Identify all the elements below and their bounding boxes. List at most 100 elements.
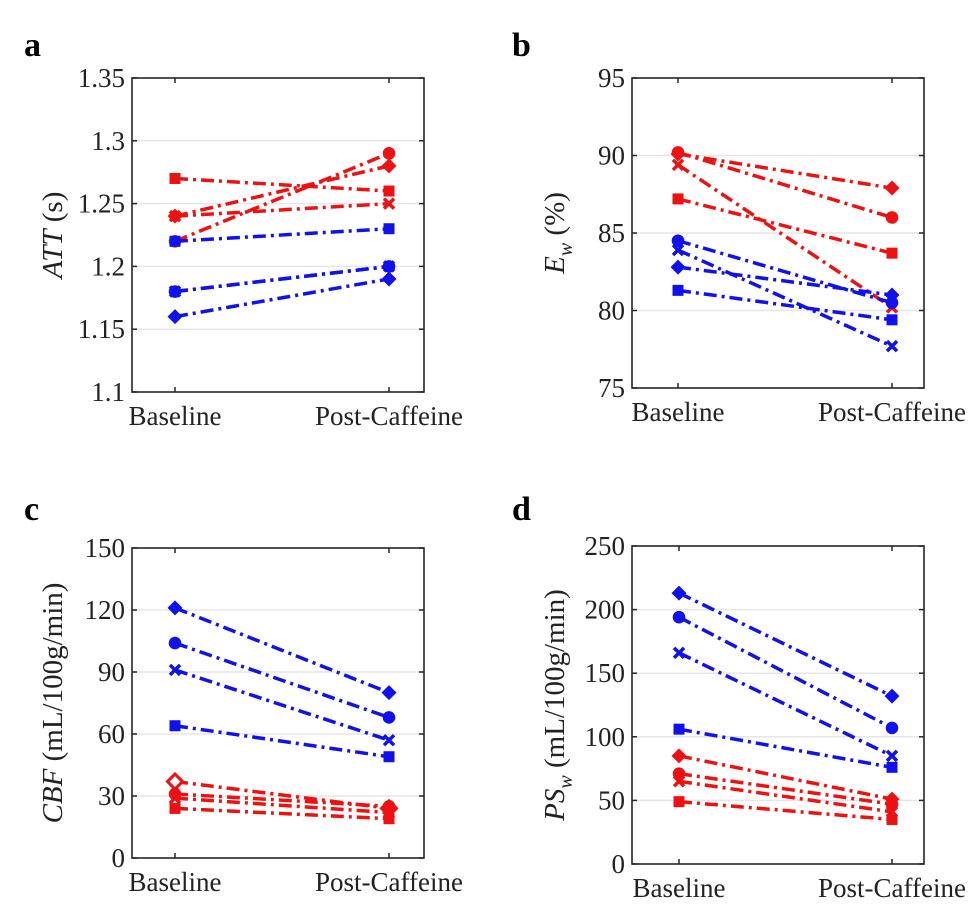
data-point <box>673 796 685 808</box>
series-blue-diamond <box>670 259 900 303</box>
data-point <box>168 209 182 223</box>
y-tick-label: 1.15 <box>78 314 125 344</box>
series-line <box>174 277 390 319</box>
panel-label-c: c <box>24 491 39 528</box>
series-blue-circle <box>671 234 899 310</box>
data-point <box>165 771 185 792</box>
series-red-square <box>169 172 395 197</box>
y-tick-label: 90 <box>98 657 125 687</box>
series-line <box>678 591 893 698</box>
y-tick-label: 50 <box>598 785 625 815</box>
series-line <box>677 163 893 309</box>
data-point <box>671 243 685 257</box>
panel-d: 0 50 100 150 200 250 Baseline Post-Caffeine PSw … <box>539 531 966 903</box>
data-point <box>383 751 395 763</box>
series-blue-x <box>168 663 396 747</box>
data-point <box>168 791 182 805</box>
y-tick-label: 150 <box>585 658 626 688</box>
series-line <box>677 239 893 305</box>
y-tick-label: 0 <box>112 843 126 873</box>
panel-label-d: d <box>512 491 531 528</box>
x-tick-label: Post-Caffeine <box>315 401 463 431</box>
data-point <box>885 211 899 224</box>
panel-a: 1.1 1.15 1.2 1.25 1.3 1.35 Baseline Post-Caffei… <box>37 63 463 431</box>
series-line <box>174 201 390 218</box>
y-tick-label: 85 <box>598 218 625 248</box>
x-tick-label: Baseline <box>129 867 222 897</box>
data-point <box>670 259 686 275</box>
y-tick-label: 200 <box>585 595 626 625</box>
data-point <box>382 733 396 747</box>
series-line <box>174 792 390 809</box>
data-point <box>169 720 181 732</box>
data-point <box>885 721 899 735</box>
series-blue-x <box>672 646 899 763</box>
y-axis-label: CBF (mL/100g/min) <box>37 583 69 824</box>
panel-label-b: b <box>512 27 531 64</box>
y-tick-label: 1.1 <box>91 377 125 407</box>
y-tick-label: 1.2 <box>91 251 125 281</box>
series-line <box>174 668 390 742</box>
series-line <box>678 799 893 822</box>
series-line <box>678 727 893 770</box>
data-point <box>885 339 899 353</box>
series-blue-circle <box>672 610 899 735</box>
data-point <box>382 260 396 273</box>
data-point <box>885 749 899 763</box>
data-point <box>169 172 181 184</box>
x-tick-label: Post-Caffeine <box>315 867 463 897</box>
y-tick-label: 95 <box>598 63 625 93</box>
data-point <box>672 610 686 624</box>
series-line <box>174 164 390 218</box>
data-point <box>886 761 898 773</box>
axes-frame <box>131 547 425 859</box>
series-blue-diamond <box>167 600 397 701</box>
series-blue-square <box>169 720 395 763</box>
y-tick-label: 75 <box>598 373 625 403</box>
series-line <box>677 150 893 220</box>
data-point <box>381 271 397 287</box>
data-point <box>671 146 685 159</box>
series-blue-square <box>673 723 898 773</box>
data-point <box>672 284 684 296</box>
data-point <box>168 636 182 650</box>
data-point <box>382 197 396 210</box>
axes-frame <box>631 545 925 865</box>
x-tick-label: Baseline <box>632 397 725 427</box>
data-point <box>383 185 395 197</box>
data-point <box>169 235 181 247</box>
y-axis-label: Ew (%) <box>539 192 577 275</box>
series-red-square <box>673 796 898 825</box>
series-red-x <box>168 197 396 223</box>
data-point <box>382 147 396 160</box>
series-blue-circle <box>168 636 396 724</box>
series-blue-square <box>672 284 898 326</box>
data-point <box>671 585 687 601</box>
y-tick-label: 150 <box>85 533 126 563</box>
series-line <box>174 151 390 243</box>
data-point <box>672 646 686 660</box>
series-line <box>174 606 390 695</box>
x-tick-label: Baseline <box>633 873 726 903</box>
series-red-circle <box>671 146 899 224</box>
series-red-square <box>169 802 395 825</box>
data-point <box>381 158 397 174</box>
data-point <box>884 688 900 704</box>
series-line <box>678 651 893 758</box>
series-line <box>678 779 893 814</box>
series-blue-diamond <box>167 271 397 325</box>
data-point <box>383 223 395 235</box>
axes-frame <box>631 77 925 389</box>
y-tick-label: 1.3 <box>91 126 125 156</box>
data-point <box>382 711 396 724</box>
y-tick-label: 250 <box>585 531 626 561</box>
series-line <box>174 641 390 720</box>
series-line <box>677 288 893 322</box>
series-line <box>678 754 893 801</box>
series-line <box>677 248 893 348</box>
series-blue-square <box>169 223 395 247</box>
series-line <box>678 771 893 806</box>
data-point <box>672 193 684 205</box>
series-red-square <box>672 193 898 259</box>
